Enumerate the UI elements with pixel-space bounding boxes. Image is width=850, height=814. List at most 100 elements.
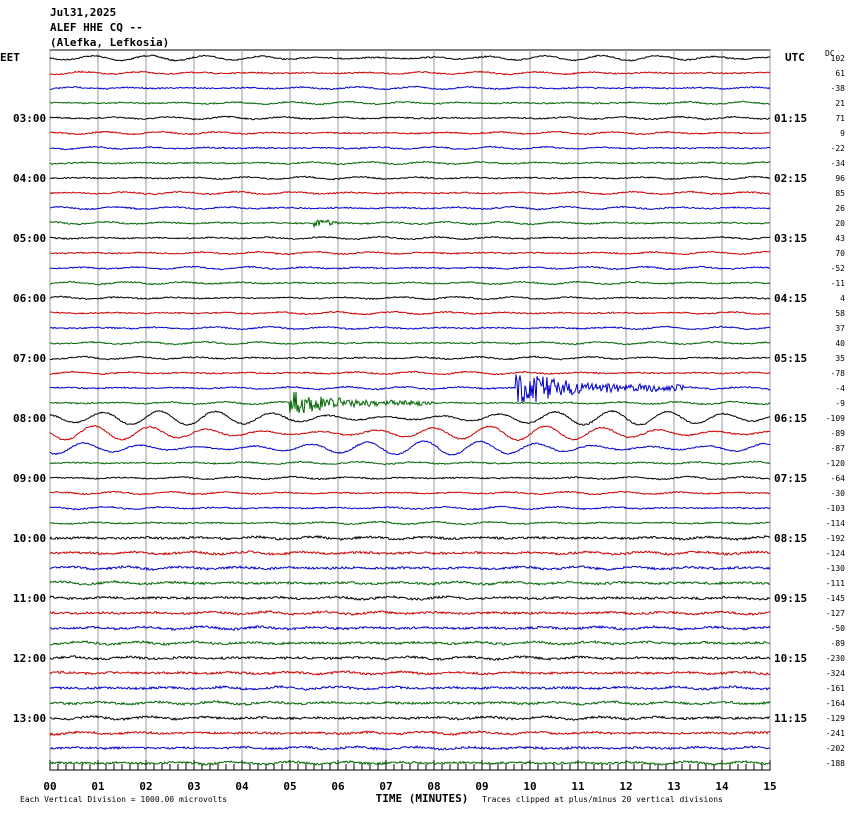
trace: [49, 624, 771, 632]
dc-offset: -22: [831, 144, 846, 153]
dc-label: DC: [825, 49, 835, 58]
eet-time-label: 03:00: [13, 112, 46, 125]
dc-offset: 43: [835, 234, 845, 243]
trace: [49, 310, 771, 316]
trace: [49, 235, 770, 241]
traces: [49, 54, 771, 766]
eet-time-label: 10:00: [13, 532, 46, 545]
dc-offset: -188: [826, 759, 845, 768]
dc-offset: 20: [835, 219, 845, 228]
utc-time-label: 04:15: [774, 292, 807, 305]
dc-offset: -230: [826, 654, 845, 663]
trace: [49, 460, 771, 466]
trace: [50, 374, 771, 403]
x-tick-label: 00: [43, 780, 56, 793]
trace: [49, 655, 771, 662]
dc-offset: -38: [831, 84, 846, 93]
utc-time-label: 06:15: [774, 412, 807, 425]
trace: [49, 325, 771, 331]
trace: [49, 490, 771, 496]
dc-offset: -127: [826, 609, 845, 618]
dc-offset: 37: [835, 324, 845, 333]
trace: [49, 745, 771, 751]
header-date: Jul31,2025: [50, 6, 116, 19]
dc-offset: -145: [826, 594, 845, 603]
trace: [49, 475, 771, 481]
utc-time-label: 01:15: [774, 112, 807, 125]
trace: [49, 370, 771, 376]
utc-time-label: 10:15: [774, 652, 807, 665]
trace: [49, 340, 771, 346]
x-tick-label: 09: [475, 780, 488, 793]
dc-offset: 40: [835, 339, 845, 348]
dc-offset: 4: [840, 294, 845, 303]
dc-offset: -130: [826, 564, 845, 573]
trace: [49, 295, 771, 301]
dc-offset: -11: [831, 279, 846, 288]
x-title: TIME (MINUTES): [376, 792, 469, 805]
dc-offset: -89: [831, 429, 846, 438]
trace: [49, 440, 771, 456]
utc-time-label: 05:15: [774, 352, 807, 365]
trace: [49, 564, 771, 572]
utc-time-label: 07:15: [774, 472, 807, 485]
x-tick-label: 01: [91, 780, 105, 793]
x-tick-label: 15: [763, 780, 776, 793]
x-tick-label: 12: [619, 780, 632, 793]
x-tick-label: 14: [715, 780, 729, 793]
trace: [49, 130, 771, 136]
x-tick-label: 06: [331, 780, 345, 793]
trace: [49, 250, 771, 256]
trace: [49, 219, 771, 229]
left-zone: EET: [0, 51, 20, 64]
dc-offset: -241: [826, 729, 845, 738]
utc-time-label: 03:15: [774, 232, 807, 245]
eet-time-label: 13:00: [13, 712, 46, 725]
trace: [49, 639, 771, 647]
dc-offset: -161: [826, 684, 845, 693]
trace: [49, 409, 771, 426]
trace: [49, 424, 771, 441]
dc-offset: 21: [835, 99, 845, 108]
trace: [49, 520, 771, 526]
dc-offset: -124: [826, 549, 845, 558]
trace: [49, 190, 771, 196]
eet-time-label: 08:00: [13, 412, 46, 425]
trace: [50, 391, 771, 414]
grid: [49, 50, 771, 770]
x-tick-label: 07: [379, 780, 392, 793]
dc-offset: 58: [835, 309, 845, 318]
dc-offset: 71: [835, 114, 845, 123]
trace: [49, 265, 771, 271]
dc-offset: -64: [831, 474, 846, 483]
footer-right: Traces clipped at plus/minus 20 vertical…: [482, 795, 723, 804]
trace: [49, 505, 771, 511]
eet-time-label: 06:00: [13, 292, 46, 305]
footer-left: Each Vertical Division = 1000.00 microvo…: [20, 795, 227, 804]
trace: [49, 355, 771, 361]
trace: [49, 115, 771, 121]
eet-time-label: 04:00: [13, 172, 46, 185]
trace: [49, 595, 771, 601]
trace: [49, 175, 771, 181]
x-tick-label: 10: [523, 780, 536, 793]
dc-offset: -109: [826, 414, 845, 423]
dc-offset: -114: [826, 519, 845, 528]
x-tick-label: 08: [427, 780, 440, 793]
dc-offset: -89: [831, 639, 846, 648]
dc-offset: -120: [826, 459, 845, 468]
header-location: (Alefka, Lefkosia): [50, 36, 169, 49]
dc-offset: -202: [826, 744, 845, 753]
dc-offset: 61: [835, 69, 845, 78]
trace: [49, 550, 771, 557]
dc-offset: 102: [831, 54, 846, 63]
trace: [49, 54, 771, 62]
dc-offset: -78: [831, 369, 846, 378]
utc-time-label: 08:15: [774, 532, 807, 545]
trace: [49, 205, 771, 211]
trace: [49, 759, 771, 766]
trace: [49, 580, 771, 586]
trace: [49, 534, 771, 542]
